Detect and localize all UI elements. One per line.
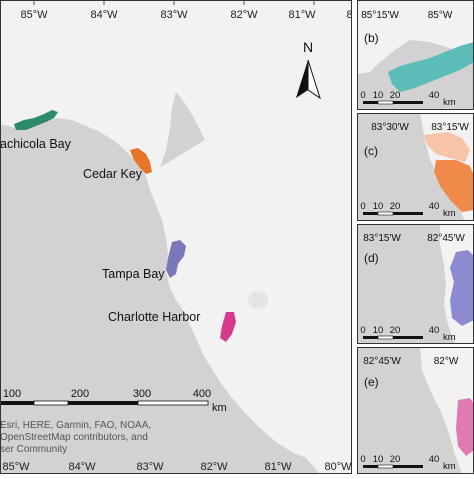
top-lon-label: 83°W — [160, 9, 188, 21]
inset-d-lon-label: 83°15'W — [363, 233, 401, 244]
apalachicola-bay-site — [14, 110, 58, 130]
place-label-apalachicola: achicola Bay — [0, 137, 72, 151]
charlotte-harbor-site — [220, 312, 236, 342]
svg-text:Esri, HERE, Garmin, FAO, NOAA,: Esri, HERE, Garmin, FAO, NOAA, — [0, 420, 151, 431]
svg-text:40: 40 — [429, 454, 440, 465]
svg-text:0: 0 — [360, 454, 365, 465]
inset-e: 82°45'W 82°W (e) 0 10 20 40 km — [357, 347, 474, 474]
place-label-cedar-key: Cedar Key — [83, 167, 143, 181]
svg-text:10: 10 — [373, 201, 384, 212]
inset-e-label: (e) — [364, 375, 379, 389]
inset-d-site — [450, 250, 474, 326]
bottom-lon-label: 80°W — [324, 461, 352, 473]
svg-text:km: km — [443, 208, 456, 219]
scale-tick-label: 300 — [133, 388, 151, 400]
svg-text:40: 40 — [429, 201, 440, 212]
tampa-bay-site — [166, 240, 186, 278]
inset-b-lon-label: 85°W — [428, 10, 453, 21]
top-lon-label: 80°W — [346, 9, 374, 21]
svg-text:km: km — [443, 97, 456, 108]
bottom-lon-label: 81°W — [264, 461, 292, 473]
bottom-lon-label: 84°W — [68, 461, 96, 473]
top-lon-label: 85°W — [20, 9, 48, 21]
inset-c-scale: 0 10 20 40 km — [360, 201, 455, 219]
top-lon-label: 82°W — [230, 9, 258, 21]
top-lon-label: 81°W — [288, 9, 316, 21]
svg-text:20: 20 — [390, 90, 401, 101]
scale-tick-label: 200 — [71, 388, 89, 400]
inset-e-site — [456, 398, 474, 456]
inset-b: 85°15'W 85°W (b) 0 10 20 40 km — [357, 0, 474, 110]
inset-c: 83°30'W 83°15'W (c) 0 10 20 40 km — [357, 113, 474, 221]
svg-text:10: 10 — [373, 454, 384, 465]
svg-text:0: 0 — [360, 325, 365, 336]
inset-d-label: (d) — [364, 251, 379, 265]
svg-text:20: 20 — [390, 325, 401, 336]
bottom-lon-label: 85°W — [2, 461, 30, 473]
scale-tick-label: 100 — [3, 388, 21, 400]
inset-c-label: (c) — [364, 144, 378, 158]
svg-text:10: 10 — [373, 90, 384, 101]
inset-b-lon-label: 85°15'W — [361, 10, 399, 21]
svg-text:10: 10 — [373, 325, 384, 336]
lake-okeechobee — [248, 291, 268, 309]
bottom-lon-label: 83°W — [136, 461, 164, 473]
svg-text:ser Community: ser Community — [0, 444, 67, 455]
svg-text:20: 20 — [390, 454, 401, 465]
inset-c-lon-label: 83°30'W — [371, 122, 409, 133]
north-arrow-label: N — [303, 39, 313, 55]
bottom-lon-label: 82°W — [200, 461, 228, 473]
inset-b-scale: 0 10 20 40 km — [360, 90, 455, 108]
inset-d: 83°15'W 82°45'W (d) 0 10 20 40 km — [357, 224, 474, 344]
top-lon-labels: 85°W 84°W 83°W 82°W 81°W 80°W — [20, 9, 374, 21]
svg-text:km: km — [443, 461, 456, 472]
inset-d-lon-label: 82°45'W — [427, 233, 465, 244]
svg-text:20: 20 — [390, 201, 401, 212]
place-label-charlotte: Charlotte Harbor — [108, 310, 200, 324]
inset-b-site — [388, 42, 474, 92]
svg-text:km: km — [443, 332, 456, 343]
scale-bar: 100 200 300 400 km — [0, 388, 227, 414]
north-arrow: N — [296, 39, 321, 100]
inset-e-lon-label: 82°45'W — [363, 356, 401, 367]
inset-e-lon-label: 82°W — [434, 356, 459, 367]
inset-c-site — [434, 160, 474, 212]
place-label-tampa: Tampa Bay — [102, 267, 165, 281]
bottom-lon-labels: 85°W 84°W 83°W 82°W 81°W 80°W — [2, 461, 352, 473]
svg-text:0: 0 — [360, 201, 365, 212]
inset-c-lon-label: 83°15'W — [431, 122, 469, 133]
cedar-key-site — [130, 148, 152, 174]
svg-text:40: 40 — [429, 325, 440, 336]
main-map: 85°W 84°W 83°W 82°W 81°W 80°W 85°W 84°W … — [0, 0, 374, 474]
inset-b-label: (b) — [364, 31, 379, 45]
inset-c-site-light — [424, 132, 470, 162]
top-lon-label: 84°W — [90, 9, 118, 21]
inset-d-scale: 0 10 20 40 km — [360, 325, 455, 343]
svg-text:40: 40 — [429, 90, 440, 101]
inset-e-scale: 0 10 20 40 km — [360, 454, 455, 472]
svg-text:OpenStreetMap contributors, an: OpenStreetMap contributors, and — [0, 432, 148, 443]
florida-land — [0, 0, 352, 474]
north-arrow-icon — [296, 60, 308, 98]
florida-peninsula — [146, 140, 352, 474]
svg-text:0: 0 — [360, 90, 365, 101]
scale-unit: km — [212, 402, 227, 414]
scale-tick-label: 400 — [193, 388, 211, 400]
attribution: Esri, HERE, Garmin, FAO, NOAA, OpenStree… — [0, 420, 151, 455]
place-labels: achicola Bay Cedar Key Tampa Bay Charlot… — [0, 137, 200, 324]
